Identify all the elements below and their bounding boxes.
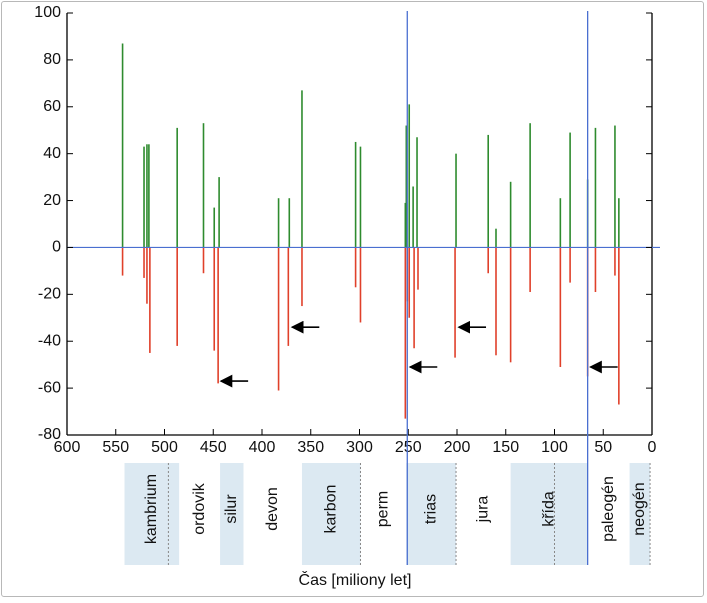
period-label: kambrium: [143, 474, 160, 544]
period-label: jura: [475, 496, 492, 524]
x-tick-label: 200: [444, 439, 471, 456]
x-tick-label: 600: [54, 439, 81, 456]
x-axis-title: Čas [miliony let]: [299, 570, 412, 589]
period-labels: kambrium ordovik silur devon karbon perm trias…: [143, 474, 648, 544]
y-tick-label: 40: [43, 145, 61, 162]
period-bands: [124, 463, 651, 565]
period-band: [406, 463, 457, 565]
period-band: [301, 463, 361, 565]
period-label: ordovik: [191, 482, 208, 535]
y-tick-label: 100: [34, 4, 61, 21]
y-tick-label: 60: [43, 98, 61, 115]
period-band: [629, 463, 651, 565]
arrows-layer: [219, 320, 618, 388]
x-tick-label: 150: [492, 439, 519, 456]
period-label: neogén: [631, 482, 648, 535]
x-tick-label: 400: [249, 439, 276, 456]
x-tick-label: 100: [541, 439, 568, 456]
y-tick-label: -60: [38, 379, 61, 396]
period-label: trias: [422, 494, 439, 524]
period-label: silur: [223, 494, 240, 524]
y-tick-label: -40: [38, 332, 61, 349]
period-label: křída: [540, 491, 557, 527]
period-label: karbon: [322, 485, 339, 534]
y-tick-label: -80: [38, 426, 61, 443]
x-tick-label: 0: [648, 439, 657, 456]
bars-layer: [121, 43, 620, 419]
period-label: perm: [375, 491, 392, 527]
period-label: devon: [264, 487, 281, 531]
period-band: [510, 463, 588, 565]
period-label: paleogén: [600, 476, 617, 542]
x-tick-label: 50: [594, 439, 612, 456]
y-tick-label: -20: [38, 286, 61, 303]
period-band: [220, 463, 244, 565]
boundary-lines: [406, 11, 589, 565]
x-tick-label: 300: [346, 439, 373, 456]
y-tick-label: 0: [52, 239, 61, 256]
x-tick-label: 350: [297, 439, 324, 456]
y-tick-label: 80: [43, 51, 61, 68]
x-tick-label: 550: [102, 439, 129, 456]
x-tick-label: 450: [200, 439, 227, 456]
x-tick-label: 500: [151, 439, 178, 456]
y-tick-label: 20: [43, 192, 61, 209]
x-tick-label: 250: [395, 439, 422, 456]
period-band: [124, 463, 180, 565]
